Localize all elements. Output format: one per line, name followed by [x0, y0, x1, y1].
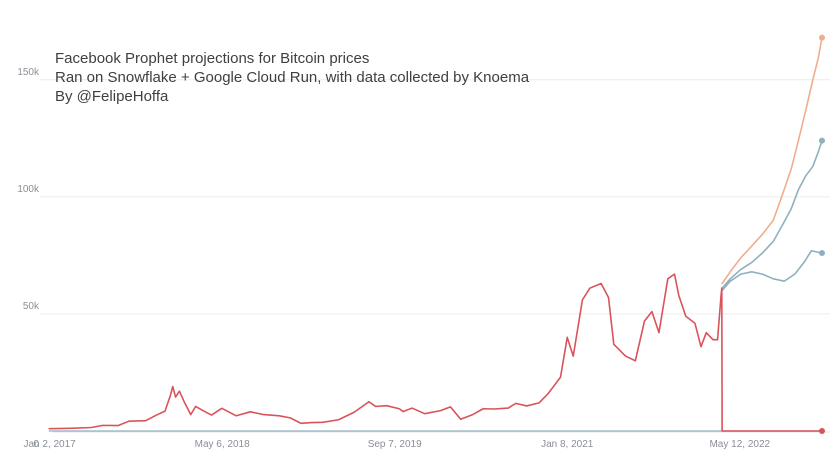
series-line-actual [48, 273, 823, 432]
x-tick-label: May 6, 2018 [195, 439, 250, 450]
series-endpoints [819, 34, 825, 434]
x-tick-label: Jan 2, 2017 [23, 439, 76, 450]
endpoint-marker-projection-lower [819, 250, 825, 257]
title-line-2: Ran on Snowflake + Google Cloud Run, wit… [55, 69, 530, 86]
title-line-1: Facebook Prophet projections for Bitcoin… [55, 50, 369, 67]
title-line-3: By @FelipeHoffa [55, 88, 169, 105]
x-axis-ticks: Jan 2, 2017 May 6, 2018 Sep 7, 2019 Jan 8, … [23, 439, 770, 450]
x-tick-label: Jan 8, 2021 [541, 439, 594, 450]
y-tick-label: 50k [23, 301, 40, 312]
y-axis-ticks: 0 50k 100k 150k [17, 67, 40, 450]
y-tick-label: 0 [33, 439, 39, 450]
series-line-projection-lower [721, 249, 823, 292]
chart-title: Facebook Prophet projections for Bitcoin… [55, 50, 530, 105]
y-tick-label: 150k [17, 67, 40, 78]
endpoint-marker-projection-mid [819, 137, 825, 144]
endpoint-marker-projection-upper [819, 34, 825, 41]
series-lines [48, 36, 823, 432]
series-line-projection-upper [721, 36, 823, 285]
x-tick-label: Sep 7, 2019 [368, 439, 422, 450]
x-tick-label: May 12, 2022 [709, 439, 770, 450]
endpoint-marker-actual [819, 428, 825, 434]
gridlines [40, 79, 830, 433]
y-tick-label: 100k [17, 184, 40, 195]
series-line-projection-mid [721, 139, 823, 289]
